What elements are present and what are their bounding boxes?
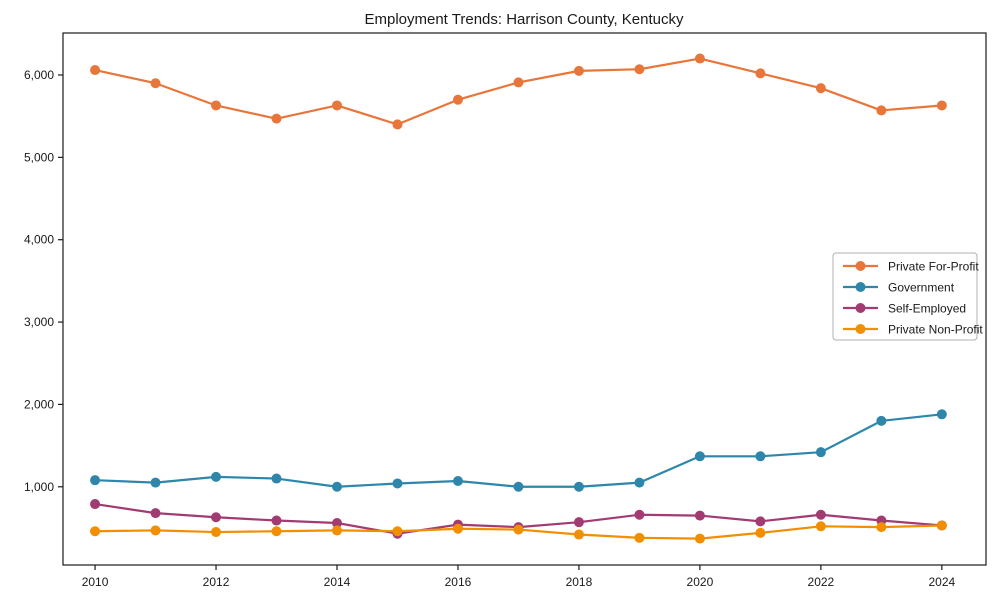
data-point-self-employed <box>211 512 222 523</box>
y-tick-label: 3,000 <box>24 315 54 329</box>
data-point-self-employed <box>694 510 705 521</box>
legend-marker-private-non-profit <box>855 324 866 334</box>
data-point-private-for-profit <box>694 53 705 64</box>
data-point-government <box>573 481 584 492</box>
y-tick-label: 1,000 <box>24 480 54 494</box>
data-point-government <box>634 477 645 488</box>
data-point-private-for-profit <box>755 68 766 79</box>
data-point-self-employed <box>634 509 645 520</box>
data-point-private-for-profit <box>392 119 403 130</box>
x-tick-label: 2012 <box>203 575 230 589</box>
data-point-private-non-profit <box>392 526 403 537</box>
data-point-private-for-profit <box>271 113 282 124</box>
data-point-private-non-profit <box>211 527 222 538</box>
legend-label-private-non-profit: Private Non-Profit <box>888 323 983 337</box>
data-point-private-non-profit <box>755 527 766 538</box>
data-point-government <box>876 415 887 426</box>
data-point-self-employed <box>150 508 161 519</box>
legend-label-self-employed: Self-Employed <box>888 302 966 316</box>
data-point-private-for-profit <box>815 83 826 94</box>
data-point-government <box>815 447 826 458</box>
data-point-government <box>513 481 524 492</box>
series-lines <box>90 53 947 544</box>
data-point-government <box>452 476 463 486</box>
legend: Private For-Profit Government Self-Employe… <box>832 252 983 341</box>
data-point-government <box>90 475 101 486</box>
x-tick-label: 2014 <box>324 575 351 589</box>
data-point-government <box>331 481 342 492</box>
data-point-private-for-profit <box>936 100 947 111</box>
legend-marker-government <box>855 282 866 292</box>
x-tick-label: 2018 <box>566 575 593 589</box>
y-axis: 1,000 2,000 3,000 4,000 5,000 6,000 <box>24 68 63 494</box>
data-point-private-for-profit <box>876 105 887 116</box>
data-point-government <box>211 471 222 482</box>
legend-label-private-for-profit: Private For-Profit <box>888 260 979 274</box>
x-tick-label: 2024 <box>928 575 955 589</box>
y-tick-label: 6,000 <box>24 68 54 82</box>
data-point-private-for-profit <box>513 77 524 88</box>
x-tick-label: 2020 <box>687 575 714 589</box>
legend-marker-private-for-profit <box>855 261 866 271</box>
data-point-government <box>694 451 705 462</box>
chart-title: Employment Trends: Harrison County, Kent… <box>364 11 684 28</box>
data-point-private-for-profit <box>211 100 222 111</box>
data-point-private-non-profit <box>513 524 524 535</box>
y-tick-label: 2,000 <box>24 397 54 411</box>
data-point-private-non-profit <box>150 525 161 536</box>
data-point-private-for-profit <box>573 65 584 76</box>
x-tick-label: 2022 <box>808 575 835 589</box>
data-point-private-non-profit <box>815 521 826 532</box>
y-tick-label: 4,000 <box>24 233 54 247</box>
data-point-private-non-profit <box>90 526 101 537</box>
data-point-self-employed <box>90 499 101 510</box>
data-point-private-for-profit <box>90 65 101 76</box>
data-point-private-non-profit <box>573 529 584 540</box>
legend-box <box>832 252 978 341</box>
data-point-private-for-profit <box>452 94 463 105</box>
data-point-government <box>150 477 161 488</box>
data-point-private-non-profit <box>331 525 342 536</box>
data-point-private-non-profit <box>271 526 282 537</box>
data-point-government <box>392 478 403 489</box>
x-axis: 2010 2012 2014 2016 2018 2020 2022 2024 <box>82 565 956 589</box>
y-tick-label: 5,000 <box>24 150 54 164</box>
plot-area-frame <box>62 32 987 566</box>
data-point-private-for-profit <box>634 64 645 75</box>
data-point-private-non-profit <box>634 532 645 543</box>
data-point-private-non-profit <box>694 533 705 544</box>
series-line-government <box>93 413 943 488</box>
data-point-private-for-profit <box>150 78 161 89</box>
data-point-self-employed <box>755 516 766 527</box>
data-point-private-non-profit <box>452 523 463 534</box>
legend-label-government: Government <box>888 281 955 295</box>
data-point-self-employed <box>815 509 826 520</box>
x-tick-label: 2016 <box>445 575 472 589</box>
x-tick-label: 2010 <box>82 575 109 589</box>
data-point-private-non-profit <box>876 522 887 533</box>
data-point-self-employed <box>271 515 282 526</box>
data-point-government <box>271 473 282 484</box>
data-point-self-employed <box>573 517 584 528</box>
data-point-government <box>936 409 947 420</box>
series-line-private-for-profit <box>93 57 943 126</box>
data-point-private-for-profit <box>331 100 342 111</box>
data-point-self-employed <box>331 518 342 528</box>
data-point-government <box>755 451 766 462</box>
legend-marker-self-employed <box>855 303 866 313</box>
data-point-private-non-profit <box>936 520 947 531</box>
